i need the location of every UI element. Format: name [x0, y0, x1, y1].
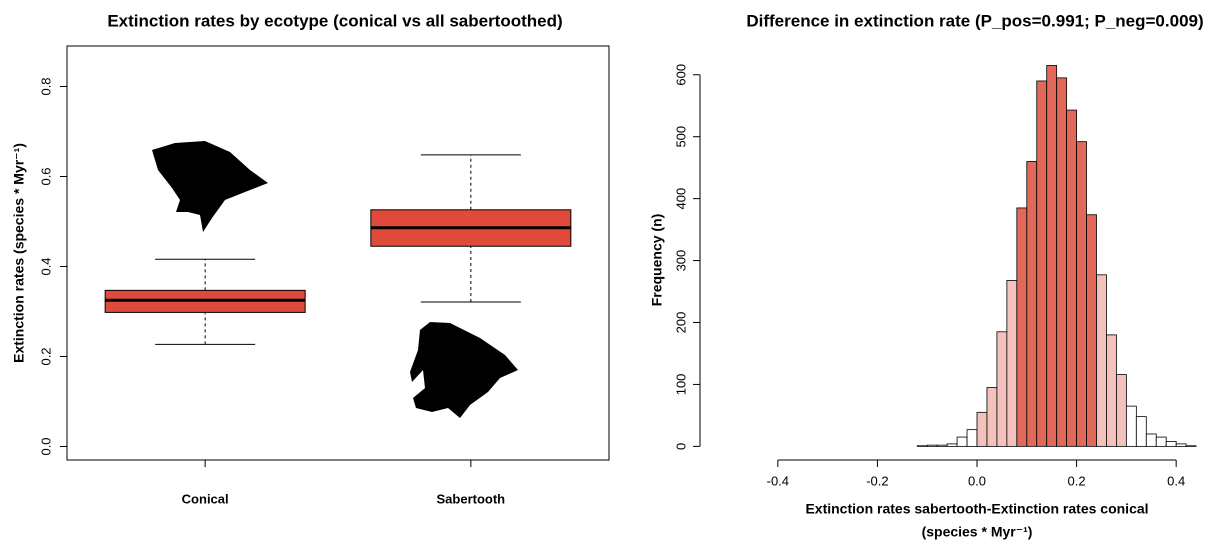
- histogram-bar: [1077, 142, 1087, 447]
- y-tick-label: 400: [673, 188, 688, 210]
- histogram-bar: [977, 412, 987, 446]
- y-tick-label: 0: [673, 443, 688, 450]
- x-tick-label: 0.0: [968, 473, 986, 488]
- histogram-bar: [927, 445, 937, 446]
- histogram-bar: [937, 445, 947, 446]
- histogram-bar: [1176, 444, 1186, 446]
- y-tick-label: 0.2: [38, 347, 53, 365]
- x-axis-label: Extinction rates sabertooth-Extinction r…: [805, 501, 1148, 517]
- y-tick-label: 100: [673, 374, 688, 396]
- sabertooth-skull-icon: [410, 322, 518, 418]
- histogram-bar: [1116, 375, 1126, 447]
- y-tick-label: 0.0: [38, 437, 53, 455]
- x-tick-label: -0.2: [866, 473, 888, 488]
- y-tick-label: 200: [673, 312, 688, 334]
- histogram-bar: [1106, 335, 1116, 446]
- x-tick-label: Conical: [182, 491, 229, 506]
- histogram-bar: [1186, 446, 1196, 447]
- histogram-bar: [1136, 417, 1146, 447]
- figure: Extinction rates by ecotype (conical vs …: [0, 0, 1231, 543]
- histogram-bar: [1057, 78, 1067, 447]
- histogram-bar: [957, 437, 967, 446]
- histogram-bar: [1126, 406, 1136, 446]
- y-tick-label: 0.6: [38, 167, 53, 185]
- histogram-bar: [1097, 275, 1107, 447]
- chart-title: Extinction rates by ecotype (conical vs …: [107, 11, 562, 30]
- histogram-bar: [947, 444, 957, 446]
- histogram-bar: [987, 388, 997, 447]
- y-axis-label: Extinction rates (species * Myr⁻¹): [11, 143, 27, 363]
- conical-skull-icon: [152, 141, 268, 232]
- histogram-bar: [1037, 81, 1047, 446]
- histogram-bar: [997, 332, 1007, 447]
- histogram-bar: [1067, 110, 1077, 446]
- plot-frame: [67, 46, 609, 460]
- histogram-bar: [1027, 161, 1037, 446]
- histogram-bar: [1087, 215, 1097, 447]
- y-tick-label: 600: [673, 64, 688, 86]
- x-tick-label: Sabertooth: [437, 491, 506, 506]
- histogram-bar: [1007, 280, 1017, 446]
- y-axis-label: Frequency (n): [649, 214, 665, 307]
- y-tick-label: 0.4: [38, 257, 53, 275]
- x-axis-label: (species * Myr⁻¹): [922, 524, 1033, 540]
- y-tick-label: 0.8: [38, 77, 53, 95]
- histogram-bar: [1166, 441, 1176, 446]
- x-tick-label: -0.4: [767, 473, 789, 488]
- y-tick-label: 300: [673, 250, 688, 272]
- histogram-bar: [967, 430, 977, 447]
- y-tick-label: 500: [673, 126, 688, 148]
- chart-title: Difference in extinction rate (P_pos=0.9…: [746, 11, 1203, 30]
- histogram-bar: [1156, 437, 1166, 446]
- histogram-bar: [1047, 65, 1057, 446]
- x-tick-label: 0.4: [1167, 473, 1185, 488]
- x-tick-label: 0.2: [1068, 473, 1086, 488]
- histogram-bar: [1017, 208, 1027, 446]
- histogram-bar: [1146, 434, 1156, 446]
- histogram-bar: [917, 446, 927, 447]
